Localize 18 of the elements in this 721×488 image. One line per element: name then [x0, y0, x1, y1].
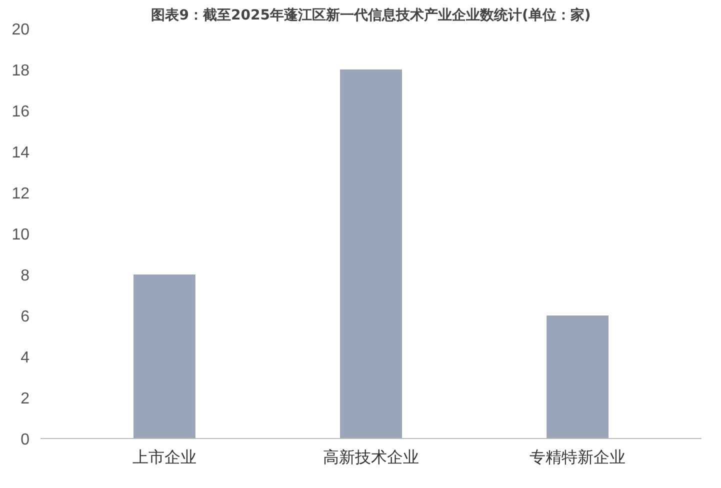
x-tick-label: 高新技术企业	[323, 448, 419, 466]
y-tick-label: 6	[20, 308, 30, 326]
x-tick-label: 专精特新企业	[530, 448, 626, 466]
chart-title: 图表9：截至2025年蓬江区新一代信息技术产业企业数统计(单位：家)	[151, 6, 591, 24]
y-tick-label: 18	[12, 62, 30, 80]
x-tick-label: 上市企业	[132, 448, 196, 466]
y-tick-label: 2	[20, 390, 30, 408]
y-tick-label: 8	[20, 268, 30, 284]
y-tick-label: 16	[12, 104, 30, 120]
bar	[340, 70, 402, 438]
bar	[546, 316, 609, 438]
y-tick-label: 14	[12, 144, 30, 162]
y-tick-label: 4	[20, 350, 30, 366]
y-tick-label: 12	[12, 186, 30, 202]
y-tick-label: 10	[12, 226, 30, 244]
y-tick-label: 20	[12, 22, 30, 38]
bar	[133, 274, 196, 438]
y-tick-label: 0	[20, 432, 30, 448]
